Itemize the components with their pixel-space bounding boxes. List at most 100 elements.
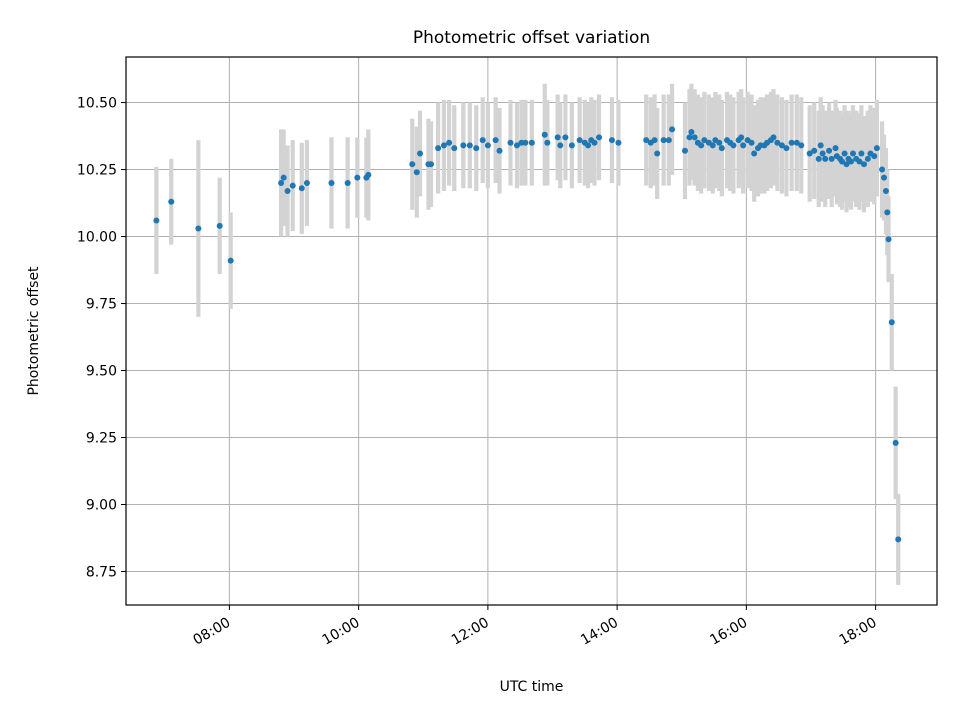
data-point [730,142,737,149]
data-point [881,174,888,181]
grid-lines [126,57,937,605]
data-point [873,145,880,152]
data-point [227,257,234,264]
data-point [496,147,503,154]
data-point [344,179,351,186]
y-tick-label: 10.25 [77,163,117,179]
data-point [849,150,856,157]
data-point [289,182,296,189]
data-point [466,142,473,149]
y-tick-label: 9.75 [86,297,117,313]
data-point [216,222,223,229]
data-point [654,150,661,157]
data-point [748,139,755,146]
plot-frame [125,56,938,606]
data-point [843,161,850,168]
data-point [451,145,458,152]
data-point [822,155,829,162]
chart-title: Photometric offset variation [413,28,650,48]
data-point [783,145,790,152]
data-point [871,153,878,160]
data-point [806,150,813,157]
data-point [738,134,745,141]
data-point [848,158,855,165]
data-point [513,142,520,149]
data-point [615,139,622,146]
data-point [856,158,863,165]
data-point [884,209,891,216]
data-point [770,134,777,141]
data-point [860,161,867,168]
data-point [651,137,658,144]
y-tick-label: 10.00 [77,230,117,246]
data-point [819,150,826,157]
data-point [858,150,865,157]
data-point [460,142,467,149]
data-points [153,126,902,543]
data-point [413,169,420,176]
data-point [557,142,564,149]
data-point [793,139,800,146]
data-point [864,155,871,162]
y-tick-label: 9.25 [86,431,117,447]
data-point [608,137,615,144]
data-point [298,185,305,192]
data-point [882,187,889,194]
data-point [669,126,676,133]
data-point [691,134,698,141]
data-point [778,142,785,149]
data-point [446,139,453,146]
data-point [643,137,650,144]
data-point [681,147,688,154]
data-point [440,142,447,149]
data-point [303,179,310,186]
data-point [354,174,361,181]
data-point [688,129,695,136]
data-point [168,198,175,205]
data-point [788,139,795,146]
y-tick-label: 9.50 [86,364,117,380]
data-point [591,139,598,146]
data-point [409,161,416,168]
data-point [660,137,667,144]
data-point [701,137,708,144]
data-point [153,217,160,224]
x-axis-label: UTC time [500,679,564,695]
data-point [541,131,548,138]
y-axis-ticks: 8.75 9.00 9.25 9.50 9.75 10.00 10.25 10.50 [77,96,126,581]
data-point [596,134,603,141]
data-point [473,145,480,152]
data-point [544,139,551,146]
data-point [774,139,781,146]
data-point [718,145,725,152]
data-point [522,139,529,146]
data-point [195,225,202,232]
data-point [817,142,824,149]
data-point [879,166,886,173]
data-point [665,137,672,144]
data-point [832,145,839,152]
data-point [280,174,287,181]
data-point [428,161,435,168]
data-point [528,139,535,146]
y-tick-label: 9.00 [86,498,117,514]
data-point [562,134,569,141]
data-point [698,142,705,149]
y-tick-label: 10.50 [77,96,117,112]
data-point [716,139,723,146]
data-point [828,155,835,162]
data-point [507,139,514,146]
data-point [811,147,818,154]
data-point [892,439,899,446]
data-point [585,142,592,149]
data-point [284,187,291,194]
data-point [435,145,442,152]
data-point [278,179,285,186]
data-point [328,179,335,186]
data-point [826,147,833,154]
data-point [815,155,822,162]
data-point [740,142,747,149]
data-point [484,142,491,149]
data-point [841,150,848,157]
data-point [709,142,716,149]
